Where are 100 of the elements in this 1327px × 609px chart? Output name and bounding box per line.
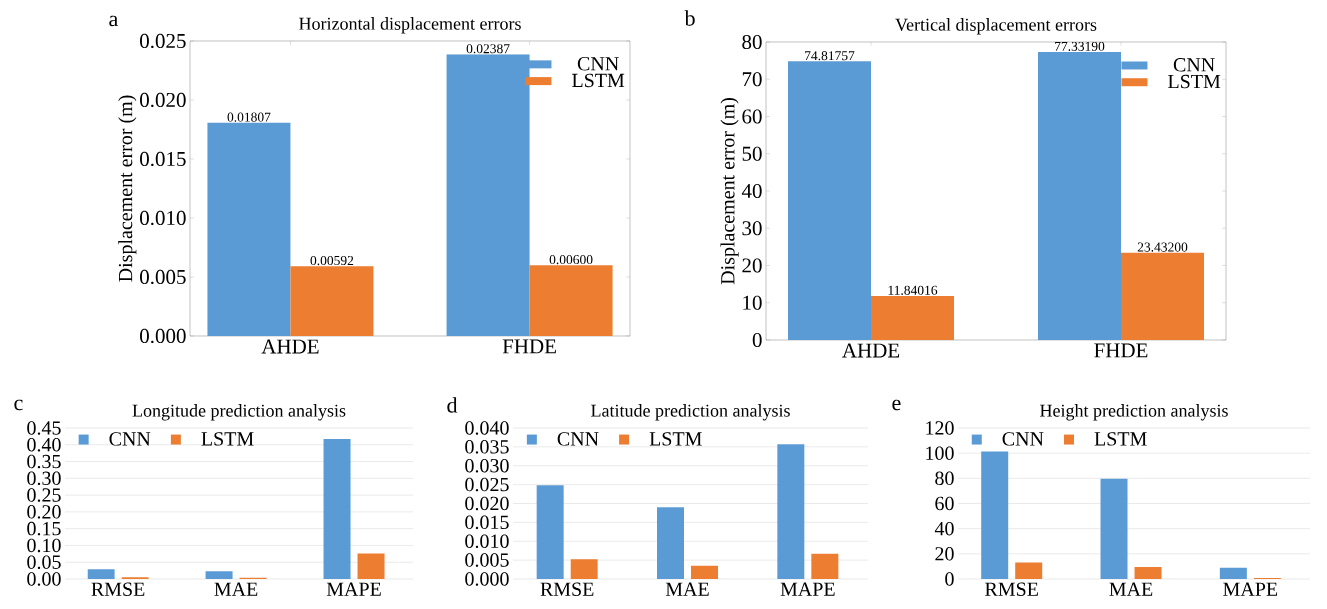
y-tick-label: 40 bbox=[934, 521, 954, 536]
y-tick-label: 0.020 bbox=[465, 496, 509, 511]
data-label: 0.01807 bbox=[227, 112, 271, 122]
y-axis-title: Displacement error (m) bbox=[720, 97, 739, 285]
y-tick-label: 0.005 bbox=[140, 269, 186, 285]
y-tick-label: 0.45 bbox=[27, 421, 61, 435]
x-tick-label: MAPE bbox=[326, 582, 381, 596]
y-tick-label: 100 bbox=[926, 446, 954, 460]
y-tick-label: 60 bbox=[742, 109, 762, 124]
data-label: 0.00592 bbox=[310, 255, 354, 266]
bar bbox=[357, 553, 385, 579]
bar bbox=[87, 569, 115, 579]
y-tick-label: 60 bbox=[935, 496, 954, 511]
legend-label: LSTM bbox=[649, 432, 702, 446]
y-tick-label: 0.035 bbox=[465, 440, 509, 454]
bar bbox=[570, 559, 598, 579]
y-tick-label: 0.025 bbox=[140, 33, 186, 49]
bar bbox=[1121, 252, 1205, 340]
bar bbox=[1100, 478, 1128, 579]
y-axis-title: Displacement error (m) bbox=[118, 95, 137, 282]
x-tick-label: FHDE bbox=[502, 339, 556, 354]
x-tick-label: AHDE bbox=[842, 343, 900, 358]
x-tick-label: MAE bbox=[665, 582, 709, 596]
y-tick-label: 40 bbox=[741, 183, 762, 199]
x-tick-label: AHDE bbox=[261, 339, 319, 354]
text: b bbox=[684, 10, 695, 26]
y-tick-label: 30 bbox=[742, 221, 762, 236]
bar bbox=[777, 444, 805, 579]
y-tick-label: 20 bbox=[742, 258, 762, 273]
data-label: 11.84016 bbox=[888, 285, 938, 295]
legend-label: LSTM bbox=[1094, 432, 1147, 446]
chart-title: Longitude prediction analysis bbox=[132, 404, 346, 421]
y-tick-label: 0.15 bbox=[27, 521, 61, 536]
legend-label: LSTM bbox=[1168, 74, 1221, 89]
y-tick-label: 70 bbox=[742, 72, 762, 87]
y-tick-label: 80 bbox=[742, 34, 762, 50]
bar bbox=[205, 571, 233, 579]
legend-label: CNN bbox=[557, 432, 599, 446]
y-tick-label: 0.005 bbox=[465, 553, 509, 567]
chart-title: Latitude prediction analysis bbox=[591, 404, 790, 421]
y-tick-label: 0.40 bbox=[27, 437, 61, 452]
x-tick-label: MAPE bbox=[780, 582, 835, 596]
text: a bbox=[109, 15, 119, 27]
y-tick-label: 0.05 bbox=[27, 555, 61, 569]
x-tick-label: RMSE bbox=[985, 582, 1038, 596]
data-label: 0.00600 bbox=[549, 255, 593, 265]
y-tick-label: 0 bbox=[945, 572, 954, 586]
bar bbox=[529, 265, 613, 336]
x-tick-label: MAE bbox=[1109, 582, 1153, 596]
y-tick-label: 0.040 bbox=[465, 421, 509, 435]
y-tick-label: 120 bbox=[926, 421, 954, 435]
legend-label: LSTM bbox=[201, 432, 254, 446]
bar bbox=[207, 122, 291, 336]
bar bbox=[323, 439, 351, 579]
y-tick-label: 0.015 bbox=[140, 151, 186, 167]
bar bbox=[657, 507, 684, 579]
bar bbox=[1015, 562, 1043, 579]
bar bbox=[871, 295, 955, 340]
y-tick-label: 50 bbox=[742, 146, 762, 161]
y-tick-label: 0.025 bbox=[465, 477, 509, 492]
x-tick-label: RMSE bbox=[91, 582, 145, 596]
y-tick-label: 20 bbox=[935, 547, 954, 561]
y-tick-label: 0.020 bbox=[140, 92, 186, 108]
x-tick-label: MAPE bbox=[1223, 582, 1278, 596]
y-tick-label: 10 bbox=[743, 295, 762, 310]
legend-label: CNN bbox=[577, 56, 619, 71]
bar bbox=[290, 266, 374, 336]
bar bbox=[981, 451, 1009, 579]
y-tick-label: 0.015 bbox=[465, 515, 509, 530]
x-tick-label: RMSE bbox=[540, 582, 594, 596]
y-tick-label: 0.030 bbox=[465, 458, 509, 473]
y-tick-label: 0.20 bbox=[27, 505, 61, 519]
y-tick-label: 0.010 bbox=[465, 534, 509, 549]
bar bbox=[691, 565, 718, 579]
y-tick-label: 0.30 bbox=[27, 471, 61, 486]
chart-title: Vertical displacement errors bbox=[895, 18, 1097, 35]
legend-label: CNN bbox=[1173, 58, 1215, 72]
legend-label: LSTM bbox=[572, 73, 625, 88]
chart-title: Horizontal displacement errors bbox=[299, 17, 521, 34]
y-tick-label: 0.10 bbox=[27, 538, 61, 553]
chart-title: Height prediction analysis bbox=[1040, 404, 1228, 421]
y-tick-label: 0.000 bbox=[140, 328, 186, 344]
bar bbox=[811, 553, 839, 579]
y-tick-label: 0.00 bbox=[27, 572, 61, 586]
text: e bbox=[892, 399, 901, 411]
text: d bbox=[447, 397, 458, 413]
y-tick-label: 0.000 bbox=[465, 572, 509, 586]
bar bbox=[1134, 567, 1162, 579]
data-label: 0.02387 bbox=[466, 44, 510, 54]
y-tick-label: 0 bbox=[752, 332, 762, 348]
y-tick-label: 0.35 bbox=[27, 454, 61, 469]
legend-label: CNN bbox=[1002, 432, 1044, 446]
y-tick-label: 0.25 bbox=[27, 488, 61, 502]
x-tick-label: FHDE bbox=[1094, 343, 1148, 358]
y-tick-label: 0.010 bbox=[140, 210, 186, 226]
legend-label: CNN bbox=[109, 432, 151, 446]
data-label: 77.33190 bbox=[1055, 41, 1105, 51]
bar bbox=[1219, 567, 1247, 579]
text: c bbox=[14, 399, 23, 411]
bar bbox=[788, 61, 872, 340]
